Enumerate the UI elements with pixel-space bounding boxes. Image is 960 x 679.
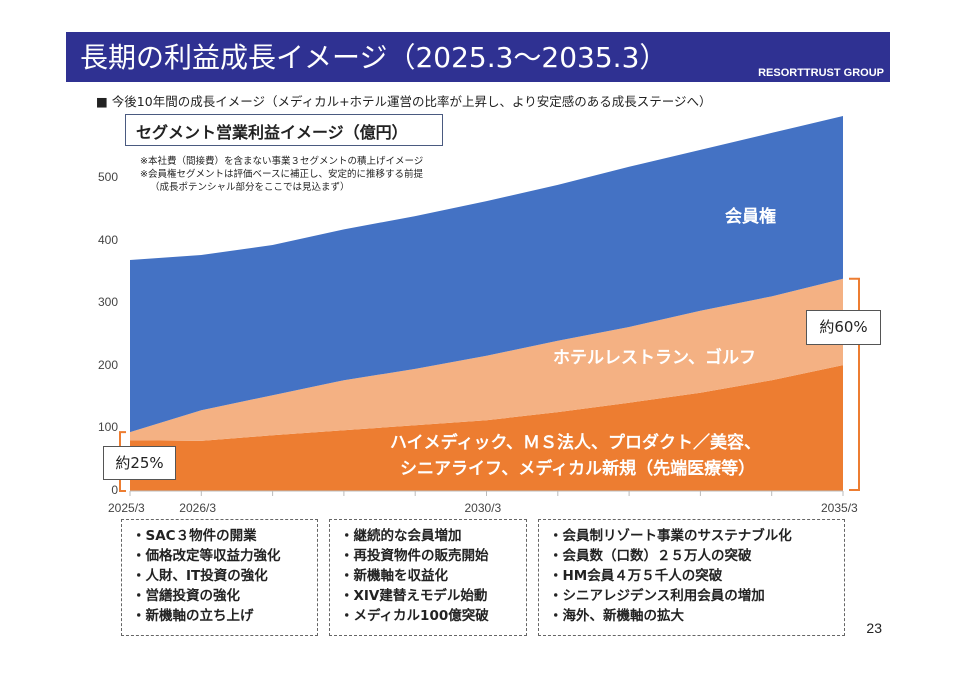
x-tick-label: 2030/3 xyxy=(464,501,502,515)
title-bar: 長期の利益成長イメージ（2025.3～2035.3） RESORTTRUST G… xyxy=(66,32,890,82)
note-1: ※本社費（間接費）を含まない事業３セグメントの積上げイメージ xyxy=(140,156,424,167)
bullet-item: ・HM会員４万５千人の突破 xyxy=(549,568,723,584)
area-series-0 xyxy=(130,365,843,491)
y-tick-label: 200 xyxy=(97,357,118,372)
note-2: ※会員権セグメントは評価ベースに補正し、安定的に推移する前提 xyxy=(140,169,423,180)
page-number: 23 xyxy=(866,620,882,636)
y-tick-label: 300 xyxy=(97,295,118,310)
x-tick-label: 2026/3 xyxy=(179,501,216,515)
bullet-item: ・シニアレジデンス利用会員の増加 xyxy=(549,588,765,604)
bullet-item: ・再投資物件の販売開始 xyxy=(340,548,489,564)
bullet-item: ・海外、新機軸の拡大 xyxy=(549,608,684,624)
bullet-item: ・会員制リゾート事業のサステナブル化 xyxy=(549,528,792,544)
start-share-box: 約25% xyxy=(103,446,176,480)
end-share-box: 約60% xyxy=(806,310,881,345)
brand-name: RESORTTRUST GROUP xyxy=(758,67,884,79)
bullet-item: ・新機軸の立ち上げ xyxy=(132,608,254,624)
bullet-item: ・新機軸を収益化 xyxy=(340,568,448,584)
area-series-2 xyxy=(130,116,843,433)
subtitle: ■ 今後10年間の成長イメージ（メディカル+ホテル運営の比率が上昇し、より安定感… xyxy=(96,94,712,109)
label-medical-line2: シニアライフ、メディカル新規（先端医療等） xyxy=(400,459,756,479)
bullet-item: ・価格改定等収益力強化 xyxy=(132,548,281,564)
bullet-item: ・会員数（口数）２５万人の突破 xyxy=(549,548,752,564)
label-membership: 会員権 xyxy=(725,207,776,227)
label-medical-line1: ハイメディック、ＭＳ法人、プロダクト／美容、 xyxy=(390,433,761,453)
end-share-bracket xyxy=(849,277,860,491)
note-3: （成長ポテンシャル部分をここでは見込まず） xyxy=(150,182,350,193)
x-tick-label: 2025/3 xyxy=(108,501,145,515)
y-tick-label: 100 xyxy=(97,420,118,435)
chart-title-box: セグメント営業利益イメージ（億円） xyxy=(125,114,443,146)
area-series-1 xyxy=(130,278,843,441)
bullet-box-1: ・SAC３物件の開業 ・価格改定等収益力強化 ・人財、IT投資の強化 ・営繕投資… xyxy=(121,519,318,636)
y-tick-label: 500 xyxy=(97,170,118,184)
bullet-item: ・SAC３物件の開業 xyxy=(132,528,257,544)
bullet-item: ・人財、IT投資の強化 xyxy=(132,568,268,584)
bullet-item: ・継続的な会員増加 xyxy=(340,528,462,544)
page-title: 長期の利益成長イメージ（2025.3～2035.3） xyxy=(80,41,668,74)
bullet-box-3: ・会員制リゾート事業のサステナブル化 ・会員数（口数）２５万人の突破 ・HM会員… xyxy=(538,519,845,636)
bullet-item: ・XIV建替えモデル始動 xyxy=(340,588,488,604)
bullet-box-2: ・継続的な会員増加 ・再投資物件の販売開始 ・新機軸を収益化 ・XIV建替えモデ… xyxy=(329,519,527,636)
y-tick-label: 400 xyxy=(97,232,118,247)
y-tick-label: 0 xyxy=(111,483,118,497)
bullet-item: ・営繕投資の強化 xyxy=(132,588,240,604)
bullet-item: ・メディカル100億突破 xyxy=(340,608,489,624)
label-hotel: ホテルレストラン、ゴルフ xyxy=(553,348,756,368)
x-tick-label: 2035/3 xyxy=(821,501,858,515)
